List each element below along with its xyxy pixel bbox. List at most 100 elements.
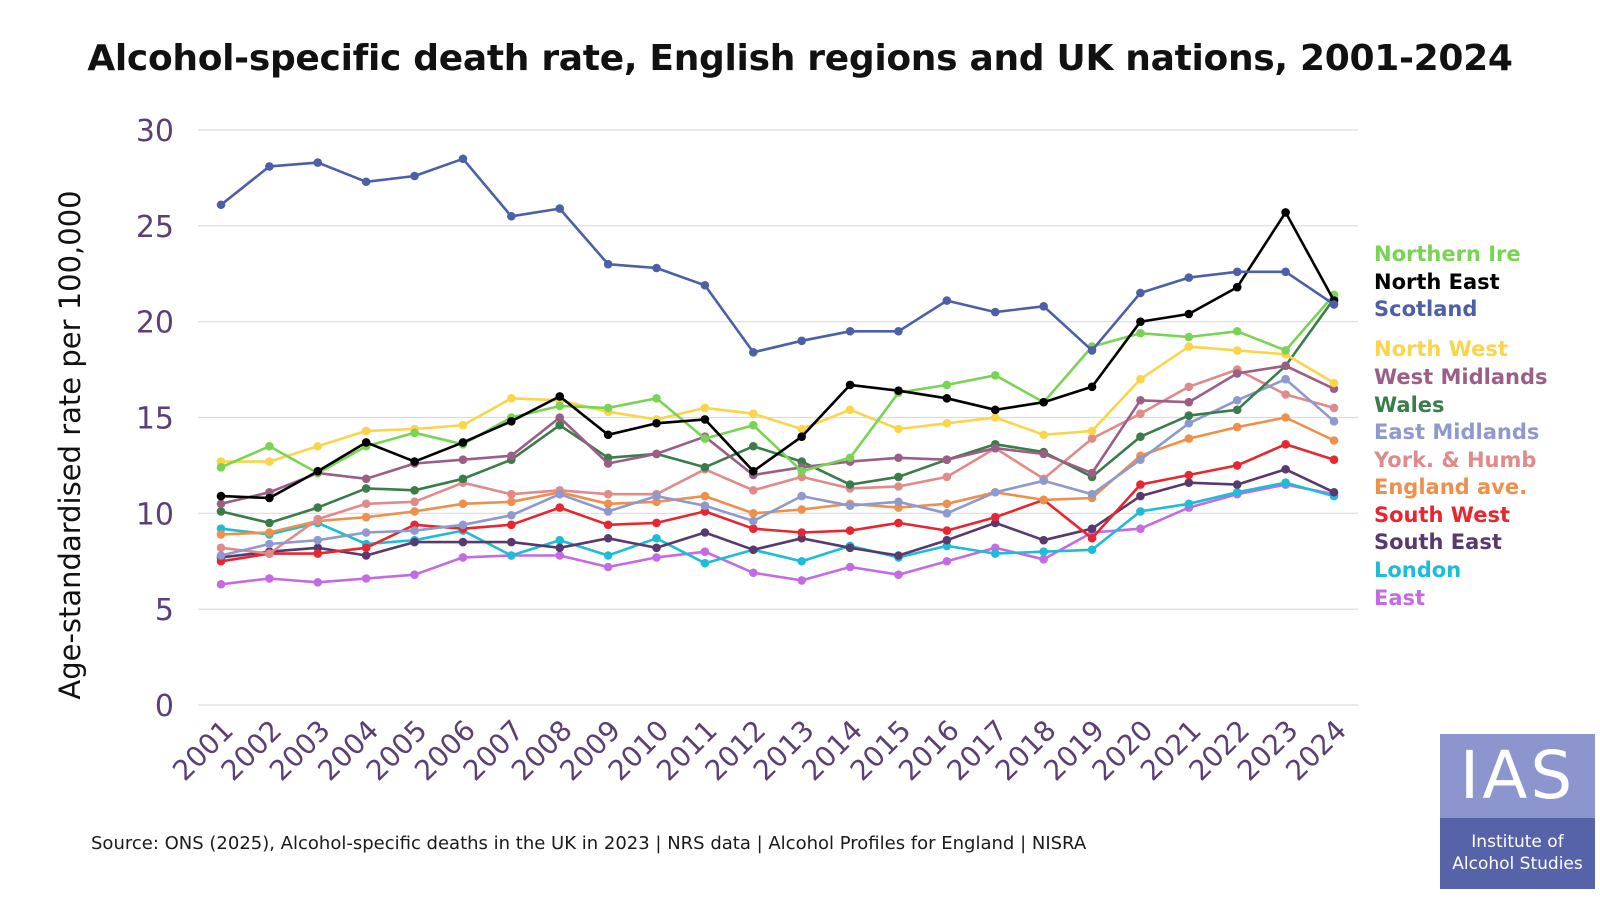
data-point <box>845 526 855 535</box>
legend: Northern Ire North East Scotland North West… <box>1373 242 1548 610</box>
data-point <box>894 482 903 491</box>
data-point <box>1184 434 1194 443</box>
data-point <box>507 489 516 499</box>
data-point <box>458 154 468 164</box>
y-axis-ticks: 0 5 10 15 20 25 30 <box>136 114 174 724</box>
data-point <box>313 535 323 545</box>
data-point <box>1136 328 1145 338</box>
data-point <box>894 497 903 507</box>
data-point <box>458 438 468 447</box>
data-point <box>1039 547 1048 556</box>
data-point <box>410 486 419 495</box>
data-point <box>845 562 855 572</box>
data-point <box>990 512 1000 522</box>
data-point <box>361 426 371 436</box>
data-point <box>942 394 952 403</box>
data-point <box>700 403 710 413</box>
data-point <box>265 441 274 451</box>
data-point <box>1232 267 1242 277</box>
series-line-north-east <box>220 211 1336 500</box>
data-point <box>749 420 758 430</box>
data-point <box>603 520 613 530</box>
data-point <box>313 578 323 587</box>
data-point <box>1329 487 1339 497</box>
data-point <box>555 543 565 553</box>
y-tick-label: 20 <box>136 306 174 341</box>
data-point <box>507 394 516 403</box>
data-point <box>1039 302 1048 311</box>
data-point <box>216 507 226 516</box>
data-point <box>1281 374 1290 384</box>
data-point <box>942 535 952 545</box>
data-point <box>894 326 903 336</box>
data-point <box>894 472 903 482</box>
data-point <box>1184 470 1194 480</box>
data-point <box>507 551 516 560</box>
data-point <box>1039 397 1048 407</box>
data-point <box>942 472 952 482</box>
y-tick-label: 5 <box>155 593 174 628</box>
series-line-london <box>220 481 1335 565</box>
data-point <box>555 535 565 545</box>
data-point <box>1281 361 1290 371</box>
legend-item: North West <box>1374 337 1508 361</box>
series-west-midlands <box>216 361 1339 509</box>
data-point <box>652 553 661 562</box>
data-point <box>1184 332 1194 342</box>
data-point <box>361 528 371 537</box>
data-point <box>749 524 758 533</box>
data-point <box>942 499 952 509</box>
data-point <box>700 415 710 424</box>
data-point <box>1232 480 1242 489</box>
data-point <box>845 326 855 336</box>
data-point <box>410 171 419 181</box>
data-point <box>797 528 806 537</box>
data-point <box>1329 403 1339 413</box>
data-point <box>1232 487 1242 497</box>
data-point <box>990 443 1000 453</box>
data-point <box>265 528 274 537</box>
data-point <box>603 507 613 516</box>
data-point <box>942 526 952 535</box>
data-point <box>749 516 758 526</box>
series-london <box>216 478 1339 568</box>
data-point <box>216 579 226 589</box>
data-point <box>603 489 613 499</box>
data-point <box>990 549 1000 558</box>
data-point <box>361 484 371 493</box>
data-point <box>652 394 661 403</box>
y-tick-label: 25 <box>136 210 174 245</box>
data-point <box>458 537 468 547</box>
data-point <box>265 457 274 466</box>
chart-title: Alcohol-specific death rate, English reg… <box>87 38 1513 79</box>
data-point <box>1184 478 1194 487</box>
legend-item: East <box>1374 586 1425 610</box>
data-point <box>1136 288 1145 298</box>
data-point <box>797 336 806 346</box>
data-point <box>313 441 323 451</box>
data-point <box>603 551 613 560</box>
logo-name-line2: Alcohol Studies <box>1452 854 1583 874</box>
y-tick-label: 10 <box>136 497 174 532</box>
data-point <box>894 453 903 463</box>
data-point <box>749 545 758 555</box>
data-point <box>265 493 274 503</box>
data-point <box>700 463 710 472</box>
series-line-york-humb <box>220 368 1335 555</box>
data-point <box>361 474 371 484</box>
data-point <box>1184 342 1194 351</box>
y-axis-label: Age-standardised rate per 100,000 <box>53 190 87 699</box>
data-point <box>1087 545 1097 555</box>
data-point <box>603 430 613 440</box>
data-point <box>652 533 661 543</box>
data-point <box>1232 369 1242 378</box>
data-point <box>361 499 371 509</box>
data-point <box>458 474 468 484</box>
data-point <box>265 539 274 549</box>
data-point <box>652 418 661 428</box>
data-point <box>1136 395 1145 405</box>
data-point <box>216 530 226 539</box>
data-point <box>1136 374 1145 384</box>
data-point <box>1329 455 1339 464</box>
